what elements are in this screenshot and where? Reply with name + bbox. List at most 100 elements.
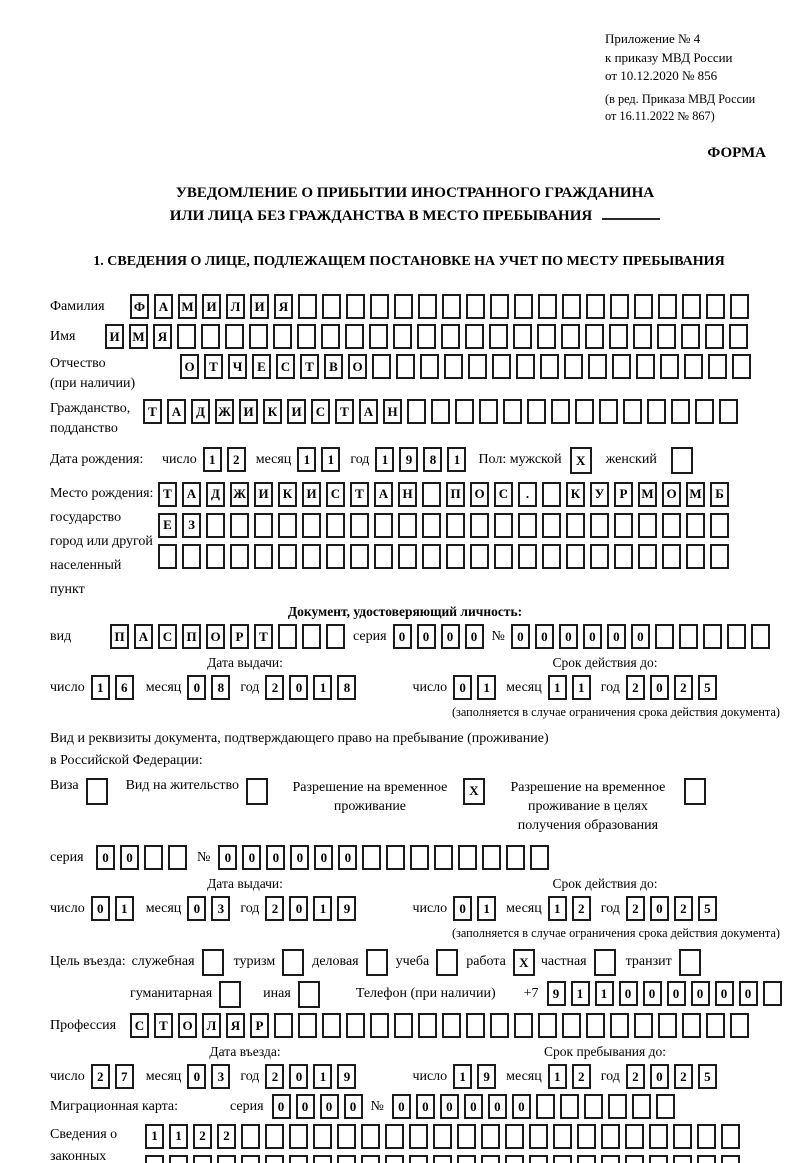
char-cell[interactable] [683,777,706,805]
char-cell[interactable] [551,398,570,424]
char-cell[interactable]: 0 [290,844,310,870]
char-cell[interactable] [158,543,177,569]
char-cell[interactable]: Р [230,623,249,649]
char-cell[interactable]: 1 [202,446,222,472]
char-cell[interactable]: 1 [297,446,317,472]
char-cell[interactable]: 0 [558,623,578,649]
char-cell[interactable] [322,1012,341,1038]
char-cell[interactable]: 0 [487,1093,507,1119]
char-cell[interactable]: 0 [187,674,207,700]
char-cell[interactable]: З [182,512,201,538]
char-cell[interactable]: И [105,323,124,349]
char-cell[interactable]: Ж [230,481,249,507]
char-cell[interactable]: 0 [510,623,530,649]
char-cell[interactable]: 1 [90,674,110,700]
char-cell[interactable] [682,293,701,319]
char-cell[interactable] [385,1123,404,1149]
char-cell[interactable] [577,1154,596,1163]
char-cell[interactable] [537,323,556,349]
char-cell[interactable] [422,512,441,538]
char-cell[interactable] [527,398,546,424]
char-cell[interactable]: О [178,1012,197,1038]
char-cell[interactable]: С [326,481,345,507]
char-cell[interactable] [470,543,489,569]
char-cell[interactable]: 0 [666,980,686,1006]
char-cell[interactable]: X [512,948,535,976]
char-cell[interactable]: К [278,481,297,507]
char-cell[interactable] [398,543,417,569]
char-cell[interactable] [201,323,220,349]
char-cell[interactable] [313,1123,332,1149]
char-cell[interactable]: 0 [187,895,207,921]
char-cell[interactable] [418,1012,437,1038]
char-cell[interactable] [206,512,225,538]
char-cell[interactable] [457,1123,476,1149]
char-cell[interactable] [518,512,537,538]
char-cell[interactable]: 0 [187,1063,207,1089]
char-cell[interactable] [393,323,412,349]
char-cell[interactable]: 2 [673,674,693,700]
char-cell[interactable] [217,1154,236,1163]
char-cell[interactable] [655,1093,675,1119]
char-cell[interactable]: 0 [392,623,412,649]
char-cell[interactable] [442,1012,461,1038]
char-cell[interactable]: 1 [570,980,590,1006]
char-cell[interactable] [444,353,463,379]
char-cell[interactable] [441,323,460,349]
char-cell[interactable] [394,1012,413,1038]
char-cell[interactable]: 1 [313,674,333,700]
char-cell[interactable] [490,293,509,319]
char-cell[interactable] [446,543,465,569]
char-cell[interactable]: 1 [313,895,333,921]
char-cell[interactable] [298,1012,317,1038]
char-cell[interactable]: Н [383,398,402,424]
char-cell[interactable] [762,980,782,1006]
char-cell[interactable]: 1 [313,1063,333,1089]
char-cell[interactable]: Т [300,353,319,379]
char-cell[interactable]: П [110,623,129,649]
char-cell[interactable]: И [302,481,321,507]
char-cell[interactable]: . [518,481,537,507]
char-cell[interactable] [302,512,321,538]
char-cell[interactable] [610,1012,629,1038]
char-cell[interactable]: 0 [582,623,602,649]
char-cell[interactable]: 8 [423,446,443,472]
char-cell[interactable] [673,1123,692,1149]
char-cell[interactable] [625,1123,644,1149]
char-cell[interactable] [409,1123,428,1149]
char-cell[interactable]: 1 [145,1123,164,1149]
char-cell[interactable] [365,948,388,976]
char-cell[interactable]: О [662,481,681,507]
char-cell[interactable]: Т [204,353,223,379]
char-cell[interactable] [273,323,292,349]
char-cell[interactable]: 0 [242,844,262,870]
char-cell[interactable]: 9 [546,980,566,1006]
char-cell[interactable] [289,1123,308,1149]
char-cell[interactable] [465,323,484,349]
char-cell[interactable]: Ф [130,293,149,319]
char-cell[interactable]: 1 [571,674,591,700]
char-cell[interactable] [670,446,693,474]
char-cell[interactable] [372,353,391,379]
char-cell[interactable] [562,293,581,319]
char-cell[interactable] [409,1154,428,1163]
char-cell[interactable]: 0 [343,1093,363,1119]
char-cell[interactable]: Р [250,1012,269,1038]
char-cell[interactable] [654,623,674,649]
char-cell[interactable] [302,623,321,649]
char-cell[interactable] [634,293,653,319]
char-cell[interactable] [706,1012,725,1038]
char-cell[interactable] [346,1012,365,1038]
char-cell[interactable] [494,543,513,569]
char-cell[interactable]: 3 [211,1063,231,1089]
char-cell[interactable]: X [462,777,485,805]
char-cell[interactable]: 2 [193,1123,212,1149]
char-cell[interactable]: 0 [289,674,309,700]
char-cell[interactable]: 0 [463,1093,483,1119]
char-cell[interactable]: 0 [218,844,238,870]
char-cell[interactable] [658,293,677,319]
char-cell[interactable] [350,512,369,538]
char-cell[interactable]: 1 [169,1123,188,1149]
char-cell[interactable]: 0 [439,1093,459,1119]
char-cell[interactable] [505,1154,524,1163]
